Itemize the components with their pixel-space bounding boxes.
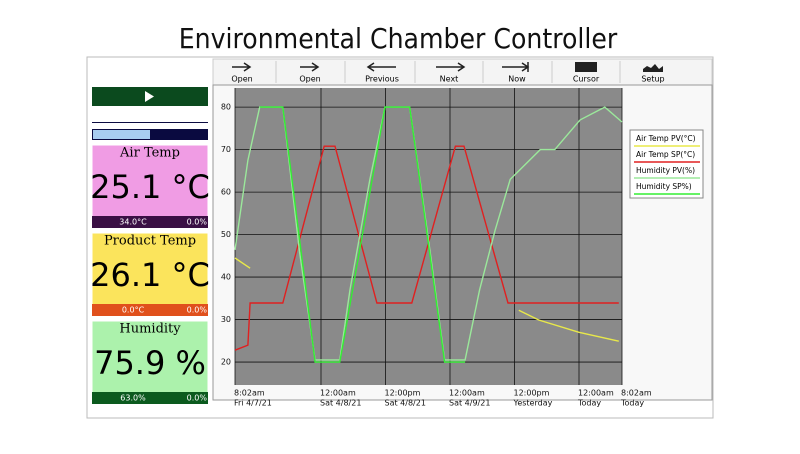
legend-label: Air Temp PV(°C) <box>636 134 696 143</box>
panel-footer <box>92 304 208 316</box>
legend-label: Humidity SP%) <box>636 182 692 191</box>
panel-footer <box>92 392 208 404</box>
x-tick-sublabel: Sat 4/9/21 <box>449 399 490 408</box>
panel-value: 26.1 °C <box>90 256 210 294</box>
x-tick-label: 8:02am <box>234 389 265 398</box>
series-line <box>259 106 466 363</box>
x-tick-sublabel: Today <box>577 399 601 408</box>
x-tick-label: 12:00am <box>449 389 485 398</box>
toolbar-button[interactable]: Now <box>508 75 526 84</box>
footer-left: 34.0°C <box>119 218 147 227</box>
toolbar-button[interactable]: Next <box>440 75 459 84</box>
panel-label: Air Temp <box>119 146 180 161</box>
toolbar-button[interactable]: Setup <box>641 75 664 84</box>
panel-value: 25.1 °C <box>90 168 210 206</box>
y-tick-label: 50 <box>221 230 231 239</box>
footer-left: 0.0°C <box>122 306 145 315</box>
panel-label: Humidity <box>119 322 181 337</box>
x-tick-sublabel: Sat 4/8/21 <box>320 399 361 408</box>
toolbar-button[interactable]: Open <box>299 75 320 84</box>
legend <box>629 129 704 199</box>
toolbar-button[interactable]: Previous <box>365 75 399 84</box>
y-tick-label: 40 <box>221 273 231 282</box>
x-tick-sublabel: Yesterday <box>513 399 553 408</box>
toolbar-button[interactable]: Open <box>231 75 252 84</box>
progress-fill <box>93 130 150 139</box>
y-tick-label: 70 <box>221 145 231 154</box>
panel-label: Product Temp <box>104 234 196 249</box>
footer-right: 0.0% <box>187 218 208 227</box>
x-tick-sublabel: Sat 4/8/21 <box>385 399 426 408</box>
panel-footer <box>92 216 208 228</box>
toolbar <box>212 58 713 86</box>
x-tick-sublabel: Fri 4/7/21 <box>234 399 272 408</box>
series-line <box>234 145 619 351</box>
panel-value: 75.9 % <box>94 344 206 382</box>
legend-label: Humidity PV(%) <box>636 166 695 175</box>
panel <box>91 144 209 229</box>
x-tick-label: 8:02am <box>621 389 652 398</box>
panel <box>91 320 209 405</box>
footer-left: 63.0% <box>120 394 146 403</box>
y-tick-label: 80 <box>221 103 231 112</box>
toolbar-button[interactable]: Cursor <box>573 75 600 84</box>
x-tick-label: 12:00am <box>578 389 614 398</box>
toolbar-separators <box>275 61 621 83</box>
footer-right: 0.0% <box>187 306 208 315</box>
y-tick-label: 20 <box>221 358 231 367</box>
app-title: Environmental Chamber Controller <box>179 22 618 55</box>
x-tick-sublabel: Today <box>620 399 644 408</box>
x-tick-label: 12:00am <box>320 389 356 398</box>
y-tick-label: 30 <box>221 315 231 324</box>
play-icon <box>145 91 154 102</box>
panel <box>91 232 209 317</box>
y-tick-label: 60 <box>221 188 231 197</box>
series-line <box>234 257 619 342</box>
x-tick-label: 12:00pm <box>385 389 421 398</box>
footer-right: 0.0% <box>187 394 208 403</box>
legend-label: Air Temp SP(°C) <box>636 150 695 159</box>
x-tick-label: 12:00pm <box>514 389 550 398</box>
toolbar-icons <box>232 62 663 72</box>
progress-top <box>92 123 208 129</box>
